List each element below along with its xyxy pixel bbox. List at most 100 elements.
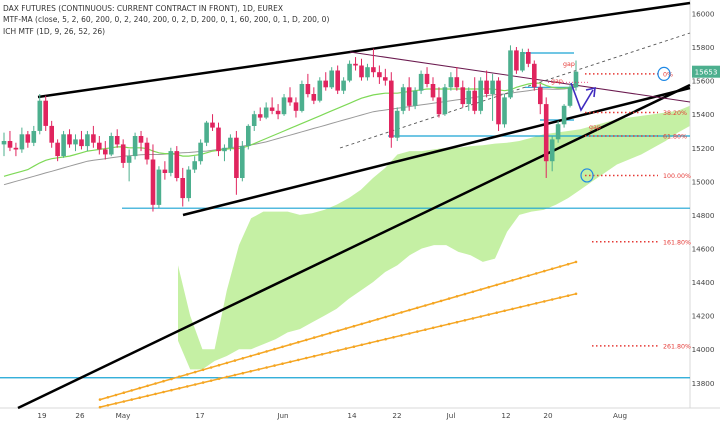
candle-body — [490, 80, 495, 94]
candle — [293, 97, 299, 118]
projection-line-upper-dot — [439, 299, 443, 303]
candle-body — [448, 77, 454, 88]
candle-body — [186, 169, 191, 199]
candle-body — [371, 67, 376, 73]
candle — [424, 67, 430, 88]
candle — [490, 73, 495, 121]
projection-line-lower-dot — [574, 292, 578, 296]
candle-body — [275, 110, 281, 115]
candle-body — [520, 52, 525, 71]
candle — [418, 70, 424, 95]
legend-ichimoku-params: ICH MTF (1D, 9, 26, 52, 26) — [3, 26, 106, 36]
candle-body — [103, 149, 108, 155]
projection-line-lower-dot — [233, 373, 237, 377]
projection-line-lower-dot — [146, 394, 149, 398]
candle — [126, 149, 132, 182]
candle — [49, 120, 54, 148]
projection-line-upper-dot — [257, 352, 261, 356]
projection-line-lower-dot — [265, 366, 268, 369]
candle — [549, 136, 555, 172]
projection-line-upper-dot — [138, 386, 141, 390]
candle-body — [442, 87, 448, 115]
candle-body — [7, 141, 13, 148]
candle — [520, 48, 525, 73]
candle — [389, 72, 394, 148]
gap-label: gap — [551, 78, 563, 85]
candle — [394, 107, 400, 142]
x-tick-label: 20 — [543, 411, 553, 420]
projection-line-lower-dot — [463, 319, 467, 322]
projection-line-lower-dot — [273, 364, 276, 367]
projection-line-upper-dot — [558, 265, 562, 268]
candle — [353, 57, 358, 71]
projection-line-lower-dot — [543, 300, 546, 303]
candle — [114, 129, 120, 148]
candle-body — [573, 71, 579, 88]
candle-body — [305, 84, 311, 95]
candle — [359, 58, 364, 81]
projection-line-lower-dot — [320, 353, 324, 356]
candle — [37, 94, 43, 135]
projected-path-arrowhead — [585, 86, 596, 98]
candle — [162, 161, 168, 180]
candle — [365, 63, 370, 81]
candle — [144, 137, 150, 165]
candle — [246, 124, 251, 150]
candle — [132, 132, 138, 160]
candle — [269, 97, 275, 115]
projection-line-upper-dot — [376, 318, 380, 321]
projection-line-lower-dot — [186, 385, 189, 388]
candle-body — [144, 142, 150, 160]
candle — [79, 130, 84, 150]
candle — [180, 167, 185, 207]
projection-line-lower-dot — [336, 349, 340, 352]
candle-body — [293, 102, 299, 111]
x-tick-label: Aug — [613, 411, 627, 420]
projection-line-lower-dot — [297, 358, 300, 362]
candle-body — [174, 151, 180, 178]
candle — [109, 132, 114, 157]
projection-line-upper-dot — [106, 396, 110, 399]
candle — [287, 87, 293, 106]
candle — [168, 147, 174, 177]
candle-body — [311, 94, 317, 101]
candle — [91, 125, 96, 148]
candle — [257, 107, 263, 121]
candle — [216, 122, 221, 157]
trendline-inner-channel — [182, 86, 691, 217]
projection-line-lower-dot — [368, 341, 372, 345]
fib-level-label: 100.00% — [663, 173, 691, 180]
projection-line-lower-dot — [138, 396, 141, 400]
candle-body — [555, 124, 561, 140]
projection-line-lower-dot — [431, 326, 435, 330]
projection-line-lower-dot — [455, 320, 459, 324]
candle-body — [543, 104, 549, 162]
projection-line-lower-dot — [495, 311, 499, 315]
candle-body — [412, 90, 418, 106]
x-tick-label: 17 — [195, 411, 204, 420]
projection-line-upper-dot — [384, 315, 387, 319]
last-price-label: 15653 — [695, 68, 718, 77]
candle-body — [317, 80, 323, 101]
candle-body — [67, 134, 72, 145]
candle-body — [532, 63, 537, 88]
candle — [442, 83, 448, 116]
candle — [377, 65, 382, 84]
projection-line-lower-dot — [384, 337, 387, 341]
candle-body — [335, 70, 340, 91]
candle-body — [19, 134, 25, 150]
projection-line-lower-dot — [471, 317, 475, 320]
projection-line-upper-dot — [114, 393, 118, 397]
candle — [412, 87, 418, 110]
candle — [347, 60, 352, 83]
projection-line-lower-dot — [360, 343, 364, 347]
candle-body — [502, 97, 507, 125]
candle-body — [472, 90, 477, 111]
fib-level-label: 38.20% — [663, 110, 687, 117]
projection-line-upper-dot — [487, 285, 491, 289]
candle-body — [359, 65, 364, 78]
candle-body — [526, 52, 531, 64]
candle — [573, 60, 579, 91]
projection-line-lower-dot — [281, 362, 284, 366]
